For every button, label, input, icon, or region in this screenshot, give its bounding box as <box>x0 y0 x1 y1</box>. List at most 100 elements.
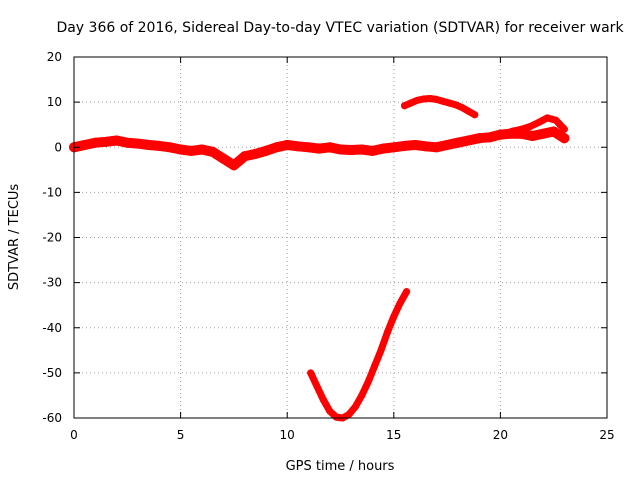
data-point <box>164 142 175 153</box>
data-point <box>463 135 474 146</box>
data-point <box>388 142 399 153</box>
data-point <box>367 145 378 156</box>
data-point <box>260 145 271 156</box>
data-point <box>239 151 250 162</box>
data-point <box>439 97 447 105</box>
data-point <box>371 362 379 370</box>
y-axis-label: SDTVAR / TECUs <box>7 184 22 291</box>
data-point <box>292 141 303 152</box>
data-point <box>442 139 453 150</box>
data-point <box>543 114 551 122</box>
y-tick-label: 0 <box>54 140 62 154</box>
data-point <box>452 137 463 148</box>
data-point <box>207 146 218 157</box>
data-point <box>501 130 509 138</box>
data-point <box>324 142 335 153</box>
data-point <box>527 130 538 141</box>
data-point <box>100 136 111 147</box>
data-point <box>154 140 165 151</box>
data-point <box>218 153 229 164</box>
data-point <box>538 128 549 139</box>
y-tick-label: -50 <box>42 366 62 380</box>
data-point <box>319 396 327 404</box>
data-point <box>432 95 440 103</box>
data-point <box>403 288 411 296</box>
data-points <box>69 95 570 422</box>
data-point <box>313 382 321 390</box>
chart-title: Day 366 of 2016, Sidereal Day-to-day VTE… <box>56 20 624 36</box>
data-point <box>122 137 133 148</box>
data-point <box>307 369 315 377</box>
data-point <box>400 102 408 110</box>
x-tick-label: 5 <box>177 428 185 442</box>
data-point <box>413 96 421 104</box>
data-point <box>458 104 466 112</box>
y-tick-label: 10 <box>47 95 62 109</box>
y-tick-label: 20 <box>47 50 62 64</box>
data-point <box>509 127 517 135</box>
data-point <box>79 139 90 150</box>
data-point <box>464 107 472 115</box>
y-tick-label: -30 <box>42 276 62 290</box>
data-point <box>383 328 391 336</box>
x-tick-label: 10 <box>280 428 295 442</box>
data-point <box>420 95 428 103</box>
data-point <box>474 133 485 144</box>
data-point <box>351 403 359 411</box>
data-point <box>346 144 357 155</box>
x-tick-label: 20 <box>493 428 508 442</box>
data-point <box>303 142 314 153</box>
data-point <box>358 391 366 399</box>
data-point <box>452 101 460 109</box>
data-point <box>90 137 101 148</box>
data-point <box>377 346 385 354</box>
data-point <box>560 125 568 133</box>
data-point <box>471 111 479 119</box>
data-point <box>420 141 431 152</box>
data-point <box>132 138 143 149</box>
data-point <box>271 142 282 153</box>
grid-lines <box>74 57 607 418</box>
data-point <box>196 144 207 155</box>
x-tick-label: 25 <box>599 428 614 442</box>
data-point <box>250 149 261 160</box>
plot-frame <box>73 56 608 419</box>
data-point <box>186 145 197 156</box>
data-point <box>396 299 404 307</box>
data-point <box>228 160 239 171</box>
data-point <box>426 95 434 103</box>
data-point <box>364 378 372 386</box>
axis-ticks: 0 5 10 15 20 25 -60 -50 -40 -30 -20 -10 0 10 20 <box>42 50 614 442</box>
y-tick-label: -40 <box>42 321 62 335</box>
x-tick-label: 0 <box>70 428 78 442</box>
data-point <box>484 132 495 143</box>
data-point <box>335 144 346 155</box>
x-tick-label: 15 <box>386 428 401 442</box>
y-tick-label: -60 <box>42 411 62 425</box>
data-point <box>407 99 415 107</box>
data-point <box>535 118 543 126</box>
data-point <box>552 116 560 124</box>
y-tick-label: -10 <box>42 185 62 199</box>
data-point <box>431 142 442 153</box>
data-point <box>399 140 410 151</box>
data-point <box>390 312 398 320</box>
x-axis-label: GPS time / hours <box>286 459 395 474</box>
data-point <box>559 133 570 144</box>
data-point <box>548 126 559 137</box>
data-point <box>345 410 353 418</box>
data-point <box>526 122 534 130</box>
data-point <box>410 139 421 150</box>
data-point <box>356 144 367 155</box>
data-point <box>175 144 186 155</box>
data-point <box>326 407 334 415</box>
data-point <box>518 125 526 133</box>
data-point <box>314 143 325 154</box>
data-point <box>332 413 340 421</box>
data-point <box>143 139 154 150</box>
data-point <box>282 139 293 150</box>
y-tick-label: -20 <box>42 231 62 245</box>
data-point <box>378 143 389 154</box>
data-point <box>445 99 453 107</box>
